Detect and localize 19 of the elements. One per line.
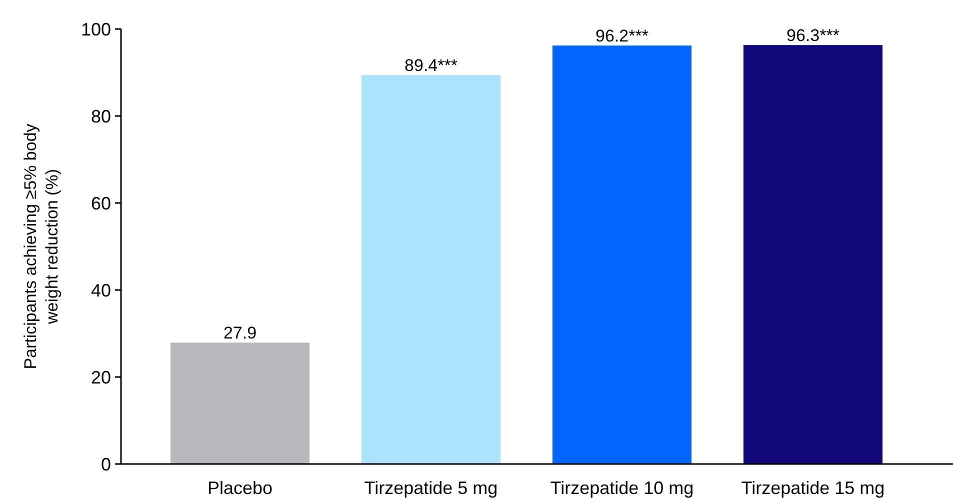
y-tick-label: 60	[90, 193, 111, 214]
bar	[170, 342, 310, 464]
y-tick-label: 0	[100, 454, 111, 474]
y-tick-label: 40	[90, 280, 111, 300]
y-tick-label: 20	[90, 367, 111, 388]
bar	[361, 75, 501, 464]
bar	[552, 46, 692, 464]
y-tick-label: 80	[90, 106, 111, 126]
data-label: 89.4***	[404, 56, 458, 76]
bar	[743, 45, 882, 464]
data-label: 27.9	[223, 324, 257, 343]
x-tick-label: Placebo	[207, 478, 273, 498]
y-tick-label: 100	[80, 19, 111, 40]
data-label: 96.2***	[596, 26, 649, 46]
x-tick-label: Tirzepatide 5 mg	[364, 478, 498, 498]
y-axis-title: Participants achieving ≥5% body weight reduction (%)	[21, 123, 62, 370]
x-tick-label: Tirzepatide 10 mg	[550, 478, 694, 498]
x-tick-label: Tirzepatide 15 mg	[741, 478, 885, 498]
data-label: 96.3***	[786, 26, 840, 46]
